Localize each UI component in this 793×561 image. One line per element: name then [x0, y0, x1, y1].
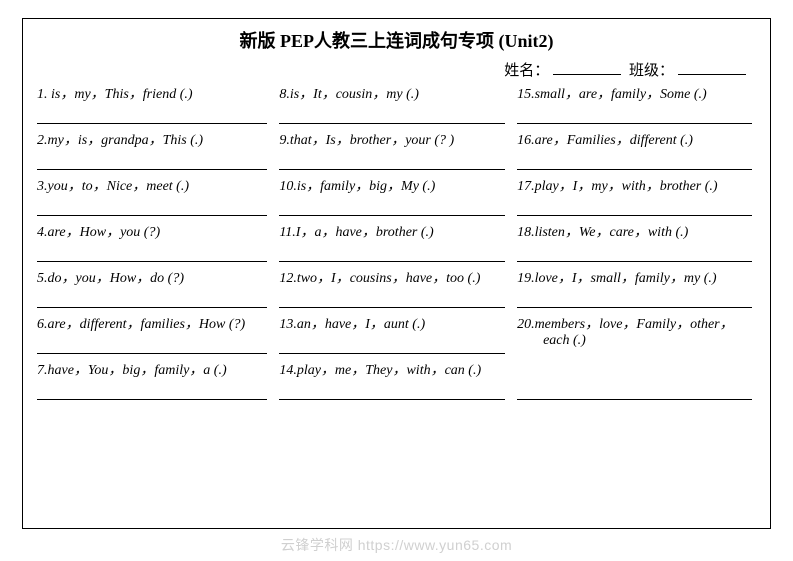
questions-grid: 1. is，my，This，friend (.) 8.is，It，cousin，… [37, 86, 756, 408]
question-4: 4.are，How，you (?) [37, 224, 271, 270]
answer-line[interactable] [37, 338, 267, 354]
answer-line[interactable] [279, 200, 505, 216]
question-8: 8.is，It，cousin，my (.) [279, 86, 509, 132]
answer-line[interactable] [37, 154, 267, 170]
answer-line[interactable] [517, 292, 752, 308]
question-5: 5.do，you，How，do (?) [37, 270, 271, 316]
question-10: 10.is，family，big，My (.) [279, 178, 509, 224]
question-9: 9.that，Is，brother，your (? ) [279, 132, 509, 178]
name-blank[interactable] [553, 61, 621, 75]
question-17: 17.play，I，my，with，brother (.) [517, 178, 756, 224]
question-19: 19.love，I，small，family，my (.) [517, 270, 756, 316]
answer-line[interactable] [37, 200, 267, 216]
question-16: 16.are，Families，different (.) [517, 132, 756, 178]
answer-line[interactable] [37, 108, 267, 124]
question-3: 3.you，to，Nice，meet (.) [37, 178, 271, 224]
answer-line[interactable] [279, 292, 505, 308]
watermark-text: 云锋学科网 https://www.yun65.com [0, 535, 793, 555]
student-info-row: 姓名： 班级： [37, 59, 756, 80]
question-18: 18.listen，We，care，with (.) [517, 224, 756, 270]
question-12: 12.two，I，cousins，have，too (.) [279, 270, 509, 316]
question-14: 14.play，me，They，with，can (.) [279, 362, 509, 408]
question-13: 13.an，have，I，aunt (.) [279, 316, 509, 362]
answer-line[interactable] [517, 384, 752, 400]
question-11: 11.I，a，have，brother (.) [279, 224, 509, 270]
answer-line[interactable] [37, 246, 267, 262]
question-1: 1. is，my，This，friend (.) [37, 86, 271, 132]
question-6: 6.are，different，families，How (?) [37, 316, 271, 362]
answer-line[interactable] [517, 246, 752, 262]
answer-line[interactable] [279, 338, 505, 354]
question-15: 15.small，are，family，Some (.) [517, 86, 756, 132]
answer-line[interactable] [517, 108, 752, 124]
answer-line[interactable] [279, 384, 505, 400]
answer-line[interactable] [37, 292, 267, 308]
name-label: 姓名： [504, 63, 549, 79]
answer-line[interactable] [279, 246, 505, 262]
question-20-answer [517, 362, 756, 408]
answer-line[interactable] [517, 154, 752, 170]
question-7: 7.have，You，big，family，a (.) [37, 362, 271, 408]
answer-line[interactable] [279, 108, 505, 124]
worksheet-title: 新版 PEP人教三上连词成句专项 (Unit2) [37, 27, 756, 53]
answer-line[interactable] [37, 384, 267, 400]
answer-line[interactable] [517, 200, 752, 216]
question-2: 2.my，is，grandpa，This (.) [37, 132, 271, 178]
question-20: 20.members，love，Family，other， each (.) [517, 316, 756, 362]
class-blank[interactable] [678, 61, 746, 75]
answer-line[interactable] [279, 154, 505, 170]
class-label: 班级： [629, 63, 674, 79]
